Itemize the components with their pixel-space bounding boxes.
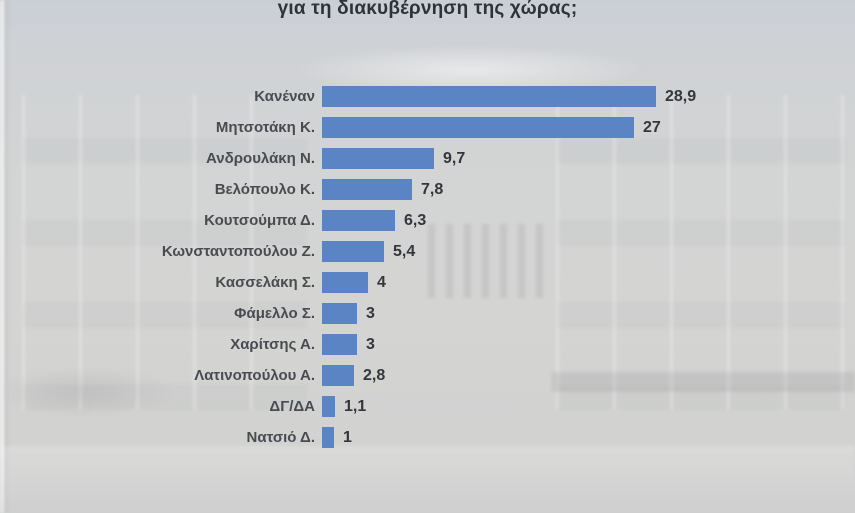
value-label: 6,3: [404, 211, 427, 229]
photo-left-edge: [0, 0, 4, 513]
bar: [322, 117, 634, 138]
building-cornice-band: [552, 372, 855, 392]
category-label: Κωνσταντοπούλου Ζ.: [161, 243, 315, 260]
chart-row: Κωνσταντοπούλου Ζ. 5,4: [0, 236, 855, 267]
building-left-wing-windows: [22, 95, 307, 410]
bar: [322, 365, 354, 386]
bar: [322, 86, 656, 107]
chart-row: ΔΓ/ΔΑ 1,1: [0, 391, 855, 422]
bar-chart: Κανέναν 28,9 Μητσοτάκη Κ. 27 Ανδρουλάκη Ν. 9,…: [0, 81, 855, 453]
chart-row: Νατσιό Δ. 1: [0, 422, 855, 453]
value-label: 3: [366, 304, 375, 322]
chart-row: Βελόπουλο Κ. 7,8: [0, 174, 855, 205]
value-label: 1,1: [344, 397, 367, 415]
value-label: 2,8: [363, 366, 386, 384]
building-steps-shape: [0, 446, 855, 513]
value-label: 4: [377, 273, 386, 291]
category-label: Φάμελλο Σ.: [234, 305, 315, 322]
category-label: ΔΓ/ΔΑ: [269, 398, 315, 415]
category-label: Νατσιό Δ.: [246, 429, 315, 446]
value-label: 27: [643, 118, 661, 136]
chart-row: Χαρίτσης Α. 3: [0, 329, 855, 360]
bar: [322, 396, 335, 417]
building-colonnade-shape: [428, 224, 546, 298]
chart-row: Κουτσούμπα Δ. 6,3: [0, 205, 855, 236]
chart-row: Ανδρουλάκη Ν. 9,7: [0, 143, 855, 174]
value-label: 5,4: [393, 242, 416, 260]
bar: [322, 179, 412, 200]
chart-row: Λατινοπούλου Α. 2,8: [0, 360, 855, 391]
category-label: Λατινοπούλου Α.: [194, 367, 315, 384]
chart-row: Κανέναν 28,9: [0, 81, 855, 112]
chart-row: Φάμελλο Σ. 3: [0, 298, 855, 329]
chart-title: για τη διακυβέρνηση της χώρας;: [277, 0, 578, 19]
bar: [322, 427, 334, 448]
bar: [322, 210, 395, 231]
category-label: Ανδρουλάκη Ν.: [206, 150, 315, 167]
bar: [322, 148, 434, 169]
bar: [322, 334, 357, 355]
photo-left-edge-shadow: [4, 0, 8, 513]
category-label: Βελόπουλο Κ.: [214, 181, 315, 198]
bar: [322, 241, 384, 262]
bar: [322, 272, 368, 293]
category-label: Μητσοτάκη Κ.: [215, 119, 315, 136]
chart-row: Μητσοτάκη Κ. 27: [0, 112, 855, 143]
category-label: Κασσελάκη Σ.: [215, 274, 315, 291]
value-label: 1: [343, 428, 352, 446]
category-label: Κανέναν: [254, 88, 315, 105]
bar: [322, 303, 357, 324]
value-label: 28,9: [665, 87, 697, 105]
value-label: 7,8: [421, 180, 444, 198]
chart-row: Κασσελάκη Σ. 4: [0, 267, 855, 298]
value-label: 3: [366, 335, 375, 353]
category-label: Χαρίτσης Α.: [230, 336, 315, 353]
building-shrubs-shape: [0, 368, 170, 416]
category-label: Κουτσούμπα Δ.: [204, 212, 315, 229]
building-right-wing-windows: [556, 95, 846, 410]
value-label: 9,7: [443, 149, 466, 167]
